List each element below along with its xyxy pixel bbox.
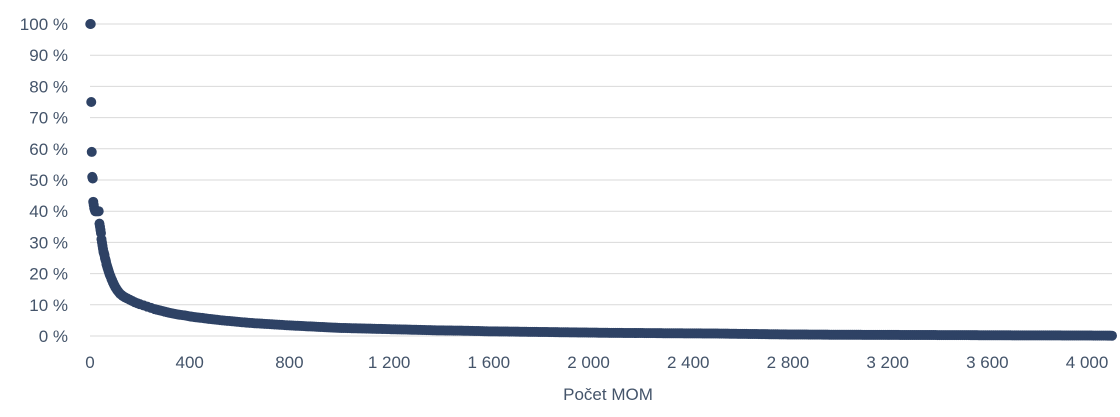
- y-tick-label: 50 %: [29, 171, 68, 190]
- y-tick-label: 100 %: [20, 15, 68, 34]
- data-point: [1107, 330, 1117, 341]
- data-point: [85, 19, 96, 29]
- y-tick-label: 70 %: [29, 109, 68, 128]
- y-tick-label: 30 %: [29, 233, 68, 252]
- y-tick-label: 60 %: [29, 140, 68, 159]
- x-tick-label: 400: [176, 353, 204, 372]
- data-point: [93, 206, 104, 217]
- x-tick-label: 0: [85, 353, 94, 372]
- x-tick-label: 1 600: [468, 353, 511, 372]
- y-tick-label: 40 %: [29, 202, 68, 221]
- data-point: [87, 173, 98, 184]
- y-tick-label: 0 %: [39, 327, 68, 346]
- y-tick-label: 90 %: [29, 46, 68, 65]
- x-axis-title: Počet MOM: [563, 385, 653, 404]
- x-tick-label: 2 400: [667, 353, 710, 372]
- x-tick-label: 800: [275, 353, 303, 372]
- y-tick-label: 20 %: [29, 265, 68, 284]
- data-point: [86, 146, 97, 157]
- x-tick-label: 2 000: [567, 353, 610, 372]
- y-tick-label: 10 %: [29, 296, 68, 315]
- gridlines: [90, 23, 1112, 337]
- x-tick-label: 1 200: [368, 353, 411, 372]
- data-points: [85, 19, 1117, 341]
- x-tick-label: 4 000: [1066, 353, 1109, 372]
- x-axis-ticks: 0 400 800 1 200 1 600 2 000 2 400 2 800 3 200 3 6…: [85, 353, 1108, 372]
- data-point: [86, 97, 97, 107]
- x-tick-label: 2 800: [767, 353, 810, 372]
- x-tick-label: 3 600: [966, 353, 1009, 372]
- y-axis-ticks: 0 % 10 % 20 % 30 % 40 % 50 % 60 % 70 % 80 % 90 % 1…: [20, 15, 68, 346]
- y-tick-label: 80 %: [29, 77, 68, 96]
- x-tick-label: 3 200: [866, 353, 909, 372]
